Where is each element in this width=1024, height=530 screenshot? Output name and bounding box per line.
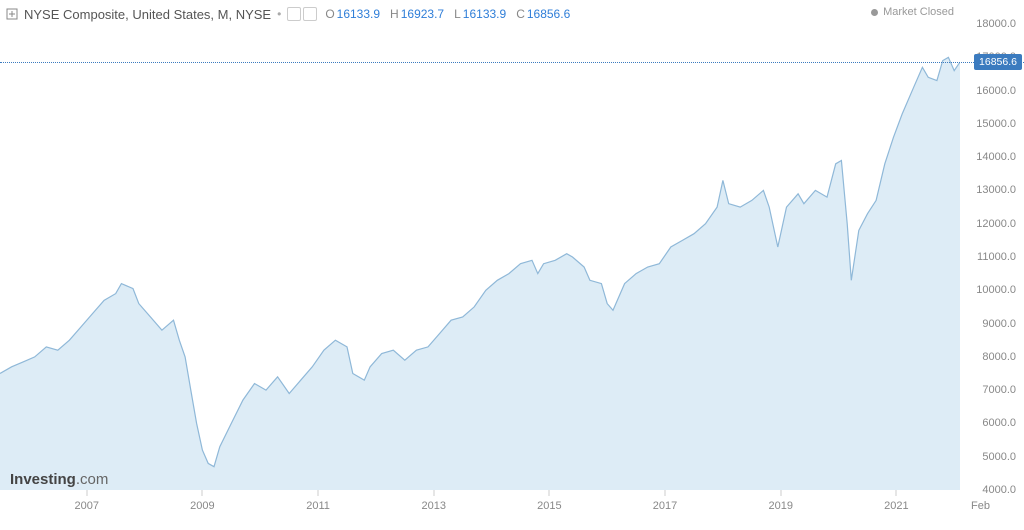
x-tick: 2009 [190, 500, 214, 512]
chart-title: NYSE Composite, United States, M, NYSE [24, 7, 271, 22]
y-tick: 9000.0 [982, 318, 1016, 330]
ohlc-open: 16133.9 [337, 7, 380, 21]
x-tick: 2013 [421, 500, 445, 512]
ohlc-low: 16133.9 [463, 7, 506, 21]
x-axis-right-label: Feb [971, 500, 990, 512]
y-tick: 11000.0 [977, 251, 1016, 263]
x-tick: 2015 [537, 500, 561, 512]
x-tick: 2021 [884, 500, 908, 512]
y-tick: 7000.0 [982, 384, 1016, 396]
y-tick: 12000.0 [976, 218, 1016, 230]
y-tick: 18000.0 [976, 18, 1016, 30]
ohlc-readout: O16133.9 H16923.7 L16133.9 C16856.6 [325, 7, 570, 21]
y-tick: 16000.0 [976, 85, 1016, 97]
x-tick: 2007 [74, 500, 98, 512]
x-tick: 2011 [306, 500, 330, 512]
y-tick: 13000.0 [976, 184, 1016, 196]
chart-area[interactable] [0, 24, 960, 490]
y-tick: 4000.0 [982, 484, 1016, 496]
watermark-suffix: .com [76, 471, 109, 488]
expand-icon[interactable] [6, 8, 18, 20]
separator: • [277, 7, 281, 21]
y-tick: 6000.0 [982, 417, 1016, 429]
status-dot-icon [871, 9, 878, 16]
y-tick: 10000.0 [976, 284, 1016, 296]
y-tick: 14000.0 [976, 151, 1016, 163]
x-tick: 2017 [653, 500, 677, 512]
y-axis: 4000.05000.06000.07000.08000.09000.01000… [960, 24, 1024, 490]
price-tag: 16856.6 [974, 54, 1022, 70]
market-status: Market Closed [871, 6, 954, 18]
y-tick: 5000.0 [982, 451, 1016, 463]
toolbox [287, 7, 317, 21]
watermark-brand: Investing [10, 471, 76, 488]
y-tick: 8000.0 [982, 351, 1016, 363]
toolbox-btn-2[interactable] [303, 7, 317, 21]
last-price-line [0, 62, 1024, 63]
ohlc-high: 16923.7 [401, 7, 444, 21]
x-tick: 2019 [768, 500, 792, 512]
y-tick: 15000.0 [976, 118, 1016, 130]
watermark: Investing.com [10, 471, 108, 488]
x-axis: Feb 20072009201120132015201720192021 [0, 490, 960, 530]
status-text: Market Closed [883, 6, 954, 18]
area-chart [0, 24, 960, 490]
ohlc-close: 16856.6 [527, 7, 570, 21]
toolbox-btn-1[interactable] [287, 7, 301, 21]
